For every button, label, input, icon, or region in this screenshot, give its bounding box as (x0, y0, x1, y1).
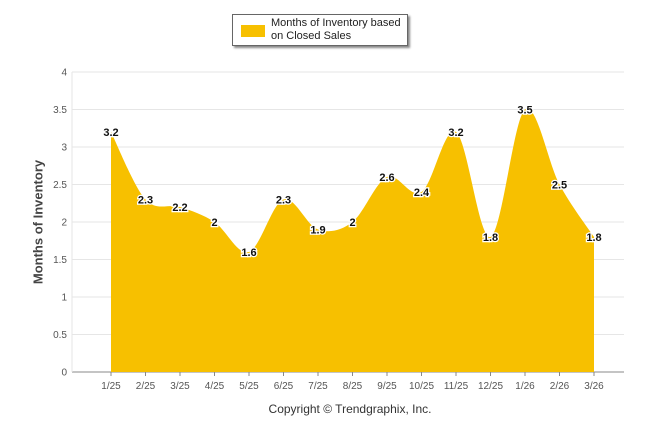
data-label: 1.8 (586, 232, 601, 244)
x-tick-label: 6/25 (274, 381, 294, 392)
y-tick-label: 1 (61, 293, 67, 304)
y-tick-label: 3.5 (53, 105, 67, 116)
x-tick-label: 11/25 (444, 381, 469, 392)
x-tick-label: 10/25 (409, 381, 434, 392)
y-axis-title: Months of Inventory (30, 159, 46, 285)
data-label: 3.2 (448, 127, 463, 139)
x-tick-label: 2/26 (550, 381, 570, 392)
data-label: 2 (349, 217, 355, 229)
x-tick-label: 1/25 (101, 381, 121, 392)
y-tick-label: 0 (61, 368, 67, 379)
data-label: 2 (211, 217, 217, 229)
data-label: 1.9 (310, 225, 325, 237)
x-tick-label: 3/25 (170, 381, 190, 392)
y-tick-label: 2 (61, 218, 67, 229)
data-label: 2.3 (276, 195, 291, 207)
data-label: 1.8 (483, 232, 498, 244)
data-label: 3.5 (517, 105, 532, 117)
data-label: 2.2 (172, 202, 187, 214)
data-label: 2.4 (414, 187, 430, 199)
y-tick-label: 3 (61, 143, 67, 154)
x-tick-label: 1/26 (515, 381, 535, 392)
y-tick-label: 0.5 (53, 330, 67, 341)
series-area (111, 108, 594, 373)
data-label: 1.6 (241, 247, 256, 259)
x-tick-label: 8/25 (343, 381, 363, 392)
x-tick-label: 7/25 (308, 381, 328, 392)
x-tick-label: 4/25 (205, 381, 225, 392)
data-label: 2.5 (552, 180, 567, 192)
y-tick-label: 4 (61, 68, 67, 79)
data-label: 3.2 (103, 127, 118, 139)
legend[interactable]: Months of Inventory based on Closed Sale… (232, 14, 408, 46)
x-tick-label: 3/26 (584, 381, 604, 392)
data-label: 2.3 (138, 195, 153, 207)
data-label: 2.6 (379, 172, 394, 184)
legend-label: Months of Inventory based on Closed Sale… (271, 17, 401, 42)
y-tick-label: 1.5 (53, 255, 67, 266)
x-tick-label: 9/25 (377, 381, 397, 392)
legend-swatch (241, 25, 265, 37)
x-tick-label: 2/25 (136, 381, 156, 392)
x-tick-label: 5/25 (239, 381, 259, 392)
x-tick-label: 12/25 (478, 381, 503, 392)
y-tick-label: 2.5 (53, 180, 67, 191)
copyright-text: Copyright © Trendgraphix, Inc. (268, 402, 432, 416)
